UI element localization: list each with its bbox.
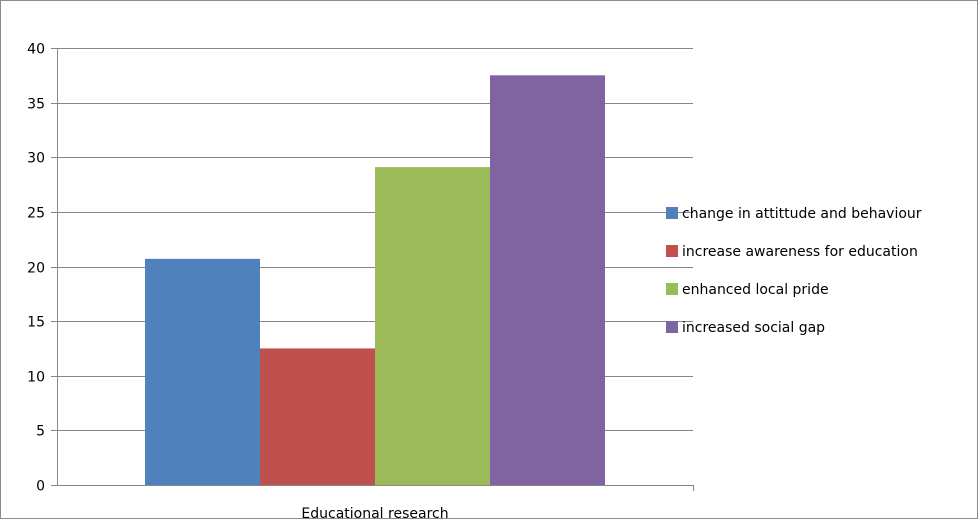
bar-increase-awareness-for-education (260, 348, 375, 485)
legend-swatch (666, 321, 678, 333)
legend-swatch (666, 207, 678, 219)
bar-change-in-attittude-and-behaviour (145, 259, 260, 485)
legend: change in attittude and behaviour increas… (666, 206, 922, 336)
bar-increased-social-gap (490, 75, 605, 485)
legend-swatch (666, 283, 678, 295)
y-tick-label: 15 (27, 315, 45, 331)
legend-label: enhanced local pride (682, 282, 829, 298)
y-tick-label: 35 (27, 97, 45, 113)
y-tick-label: 30 (27, 151, 45, 167)
legend-swatch (666, 245, 678, 257)
legend-label: increased social gap (682, 320, 825, 336)
bar-enhanced-local-pride (375, 167, 490, 485)
y-tick-label: 25 (27, 206, 45, 222)
y-tick-label: 20 (27, 261, 45, 277)
y-tick-label: 0 (36, 479, 45, 495)
bars (145, 75, 605, 485)
legend-label: increase awareness for education (682, 244, 918, 260)
y-tick-label: 10 (27, 370, 45, 386)
y-tick-label: 5 (36, 424, 45, 440)
x-category-label: Educational research (301, 506, 448, 520)
y-tick-label: 40 (27, 42, 45, 58)
legend-label: change in attittude and behaviour (682, 206, 922, 222)
